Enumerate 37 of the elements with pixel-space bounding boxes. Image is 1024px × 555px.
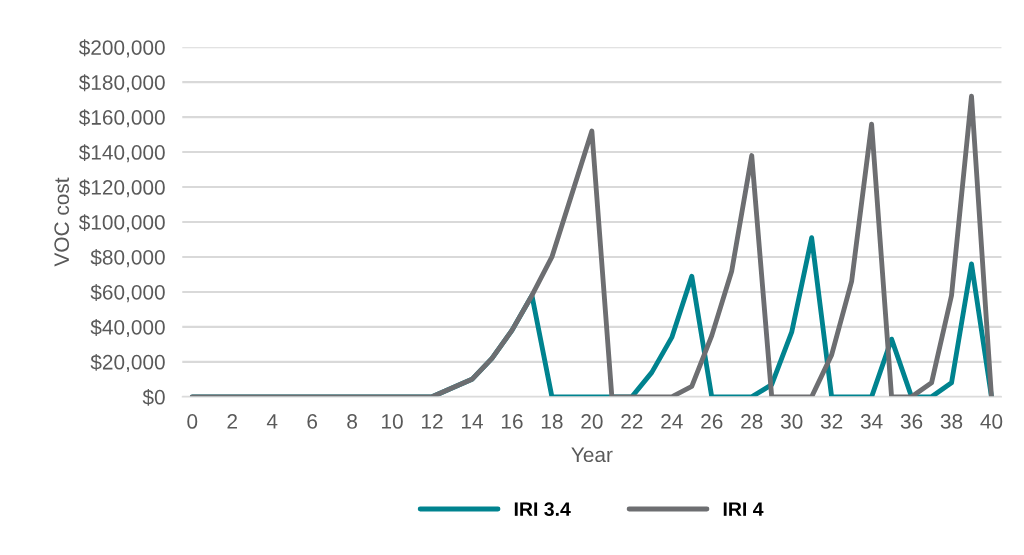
x-tick-label: 34	[860, 414, 883, 429]
x-tick-label: 18	[541, 414, 563, 429]
x-tick-label: 24	[661, 414, 683, 429]
y-tick-label: $40,000	[90, 319, 165, 338]
x-tick-label: 20	[581, 414, 603, 429]
x-tick-label: 10	[382, 414, 403, 429]
x-tick-label: 0	[187, 414, 198, 429]
x-tick-label: 36	[900, 414, 923, 429]
y-tick-label: $20,000	[90, 353, 165, 373]
x-tick-label: 2	[227, 414, 237, 429]
y-tick-label: $100,000	[78, 214, 165, 233]
x-tick-label: 4	[266, 414, 278, 429]
y-tick-label: $60,000	[90, 284, 165, 303]
x-tick-label: 32	[820, 414, 843, 429]
x-tick-label: 22	[621, 414, 643, 429]
legend-label: IRI 4	[723, 502, 764, 516]
y-tick-label: $140,000	[78, 144, 165, 163]
x-tick-label: 12	[422, 414, 443, 429]
y-axis-title: VOC cost	[54, 177, 70, 267]
y-tick-label: $120,000	[78, 179, 165, 198]
x-tick-label: 16	[501, 414, 523, 429]
x-tick-label: 6	[307, 414, 318, 429]
y-tick-label: $180,000	[78, 74, 165, 93]
x-tick-label: 30	[780, 414, 803, 429]
y-tick-label: $0	[142, 388, 165, 406]
y-tick-label: $80,000	[90, 249, 165, 268]
x-tick-label: 26	[701, 414, 723, 429]
legend-label: IRI 3.4	[514, 502, 571, 517]
x-tick-label: 38	[940, 414, 963, 429]
x-tick-label: 40	[980, 414, 1003, 429]
y-tick-label: $160,000	[78, 109, 165, 128]
x-axis-title: Year	[571, 447, 613, 463]
y-tick-label: $200,000	[78, 39, 165, 58]
line-series	[189, 93, 994, 397]
x-tick-label: 8	[347, 414, 357, 429]
x-tick-label: 28	[741, 414, 763, 429]
x-tick-label: 14	[461, 414, 483, 429]
